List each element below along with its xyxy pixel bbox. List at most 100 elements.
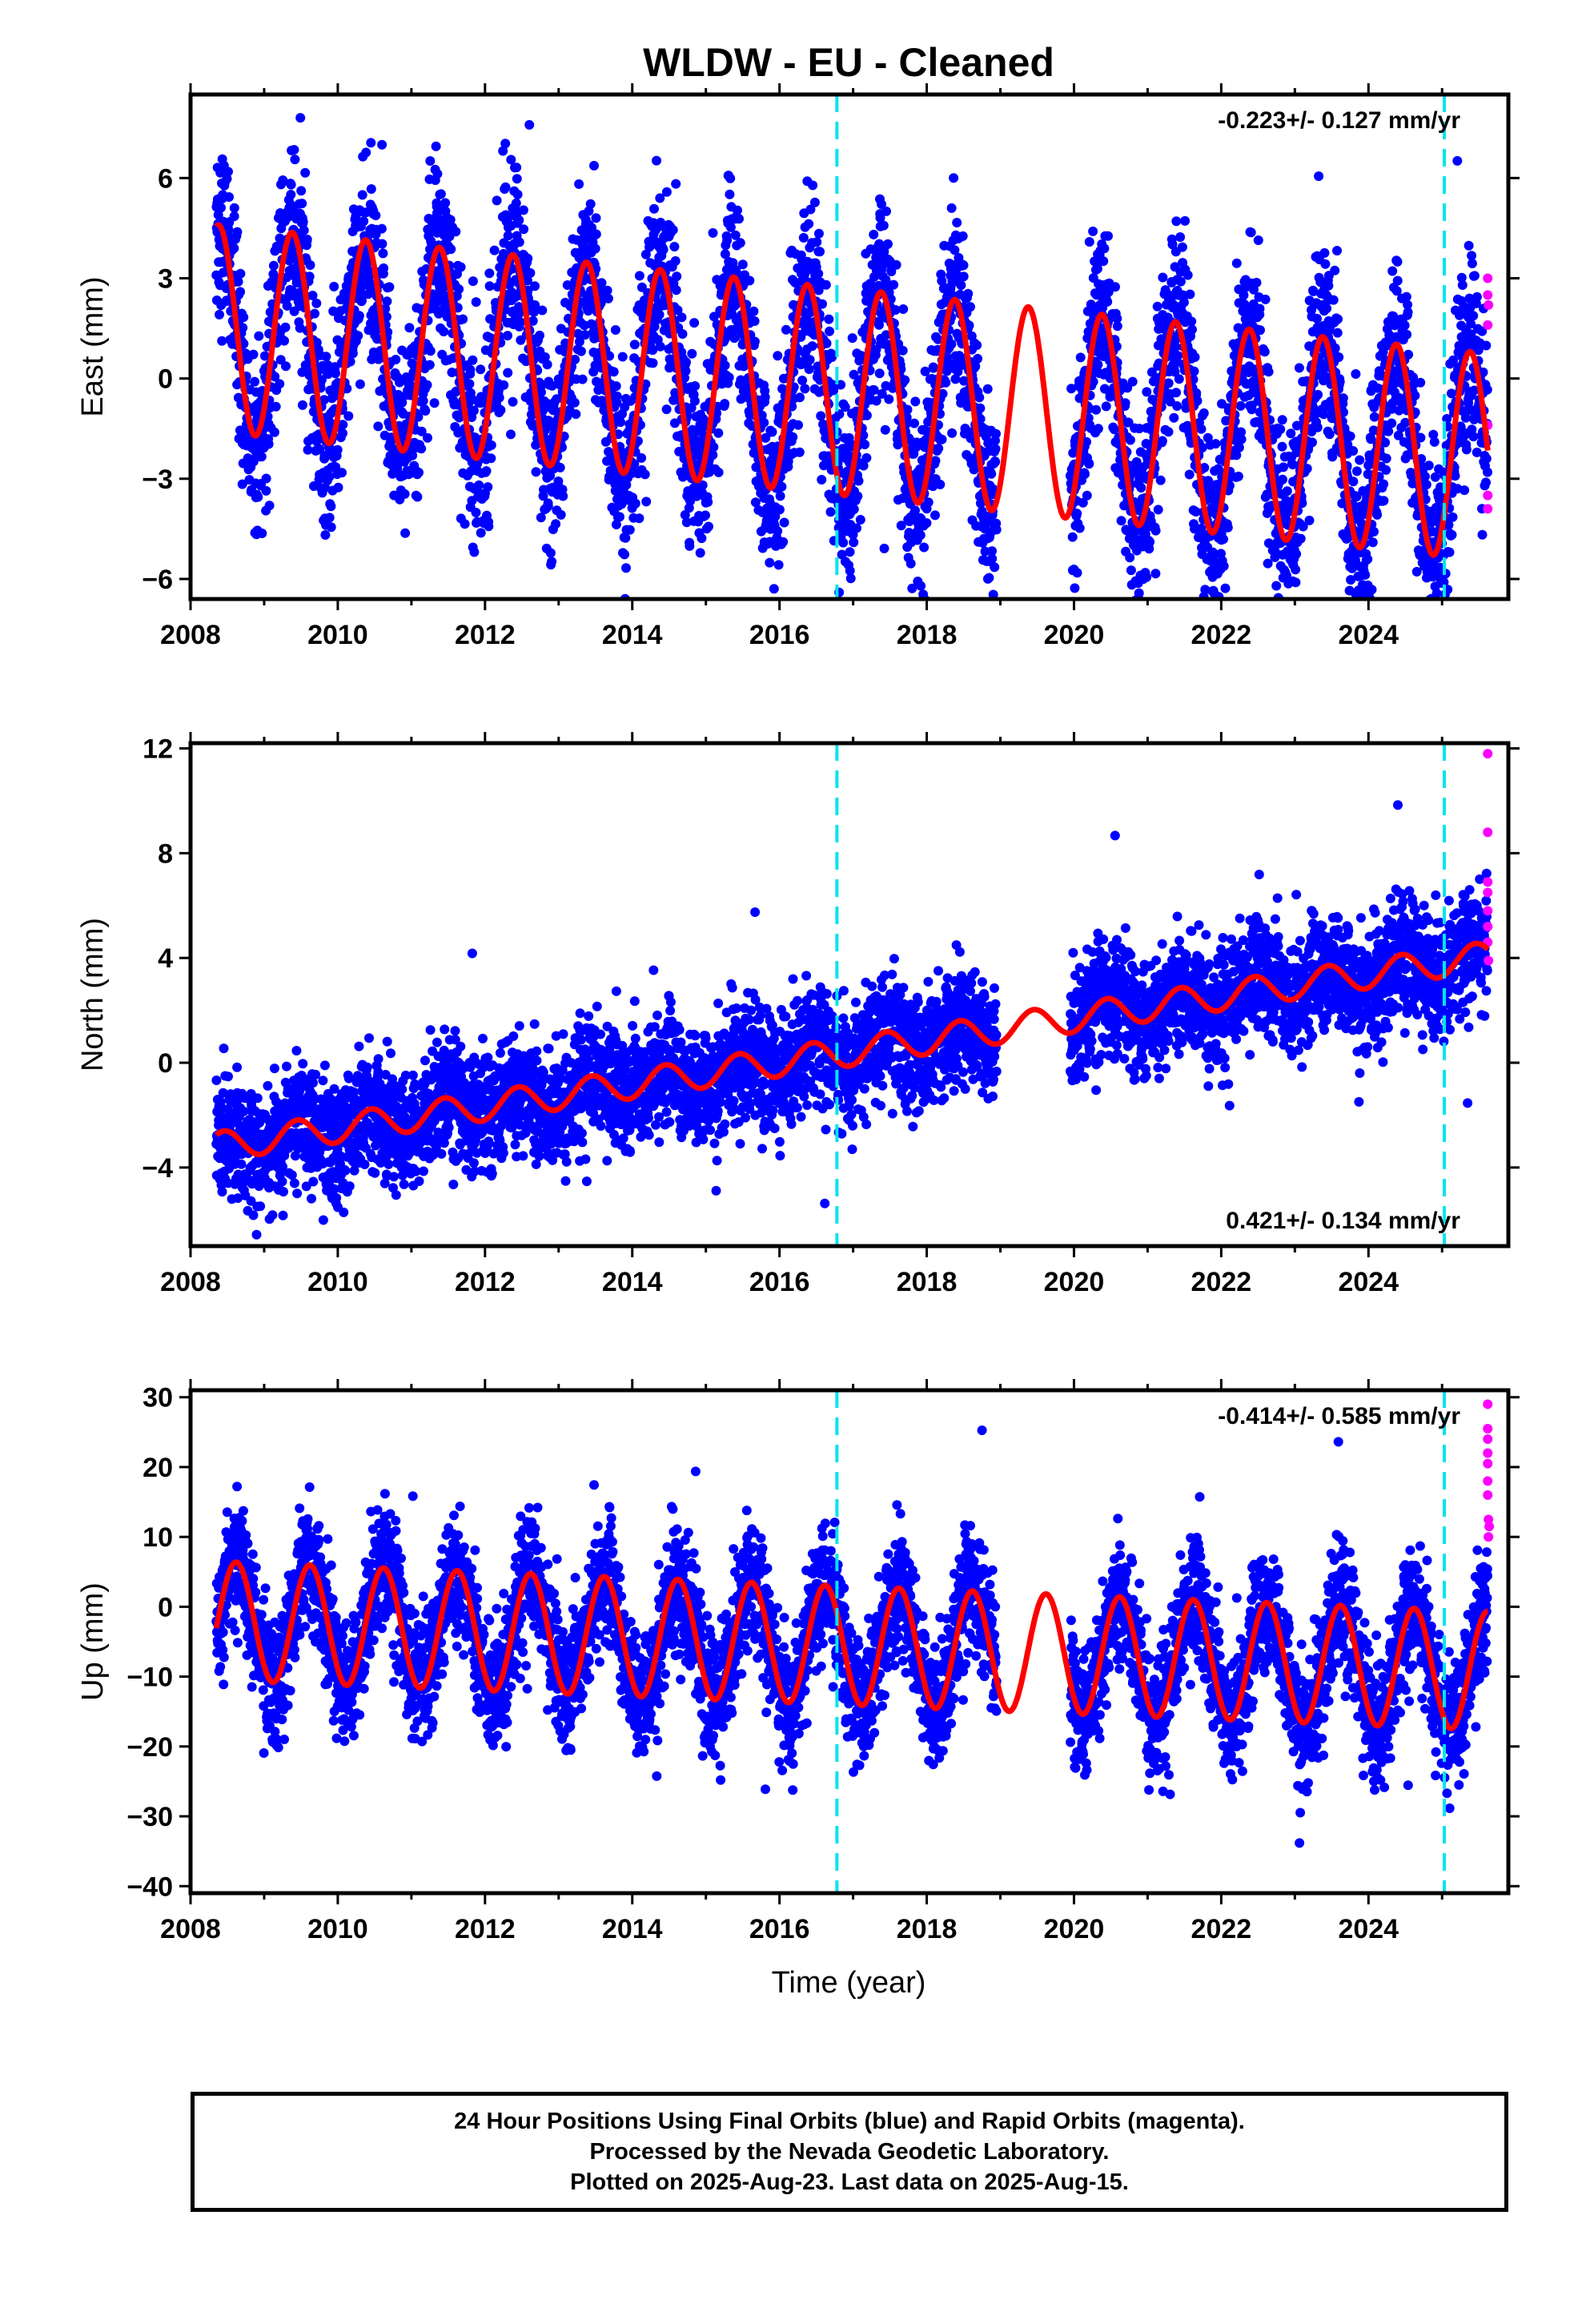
data-point [596,278,607,288]
data-point [432,169,443,179]
data-point [1324,429,1335,440]
data-point [545,548,556,558]
data-point [1150,569,1161,579]
data-point [655,193,665,203]
data-point [603,293,613,304]
data-point [1379,496,1389,506]
data-point [357,278,367,288]
data-point [661,404,672,415]
data-point [255,54,264,63]
data-point [861,410,872,420]
chart-title: WLDW - EU - Cleaned [643,40,1054,85]
data-point [404,323,415,333]
data-point [1286,428,1296,439]
data-point [725,173,736,183]
data-point [536,513,546,523]
data-point [304,271,315,282]
data-point [773,526,783,537]
data-point [608,367,619,377]
data-point [1145,537,1155,547]
data-point [338,420,348,430]
data-point [295,113,306,123]
data-point [902,404,913,415]
data-point [1367,585,1377,595]
data-point [298,216,308,227]
data-point [580,330,590,340]
data-point [972,340,982,350]
data-point [592,376,601,387]
data-point [326,522,336,533]
data-point [516,317,526,328]
data-point [471,297,481,308]
data-point [500,139,511,149]
data-point [779,517,789,528]
data-point [379,263,389,273]
data-point [975,403,986,413]
data-point [974,392,985,403]
data-point [1080,469,1090,479]
data-point [418,396,428,406]
data-point [366,184,376,194]
data-point [514,237,524,247]
data-point [1155,475,1166,485]
data-point [1072,568,1082,578]
data-point [1088,226,1098,236]
data-point [373,421,383,432]
data-point [1351,369,1361,379]
data-point [324,513,335,523]
data-point [855,515,865,525]
data-point [734,214,744,224]
data-point [1150,525,1161,536]
data-point [522,275,532,286]
data-point [921,518,932,529]
data-point [305,260,315,270]
data-point [767,427,777,437]
data-point [1345,431,1355,441]
data-point [658,244,669,255]
data-point [1067,532,1078,542]
data-point [1171,216,1182,227]
data-point [621,563,631,573]
data-point [357,296,367,306]
data-point [808,180,818,191]
data-point [898,304,909,314]
data-point [1328,295,1339,305]
data-point [217,336,227,346]
data-point [1402,329,1412,340]
data-point [1330,265,1340,275]
data-point [878,220,889,231]
data-point [469,547,480,557]
data-point [586,319,596,329]
data-point [451,227,461,237]
data-point [611,520,621,529]
data-point [506,429,516,440]
data-point [620,402,630,412]
data-point [1322,304,1332,314]
data-point [363,289,373,300]
data-point [484,521,494,532]
data-point [900,375,910,385]
data-point [853,491,863,501]
data-point [229,203,239,213]
data-point [300,167,311,178]
data-point [602,285,612,296]
data-point [777,481,787,492]
data-point [671,285,681,296]
data-point [709,442,719,452]
data-point [439,327,449,336]
data-point [511,198,521,208]
data-point [576,346,586,356]
data-point [1236,434,1247,444]
data-point [1319,247,1330,258]
data-point [1332,246,1342,255]
data-point [474,480,484,490]
data-point [952,218,962,227]
data-point [377,239,387,249]
data-point [1259,347,1270,357]
data-point [853,476,864,486]
data-point [1372,509,1383,520]
data-point [765,557,775,568]
data-point [813,228,824,239]
data-point [689,396,700,406]
data-point [701,510,710,521]
